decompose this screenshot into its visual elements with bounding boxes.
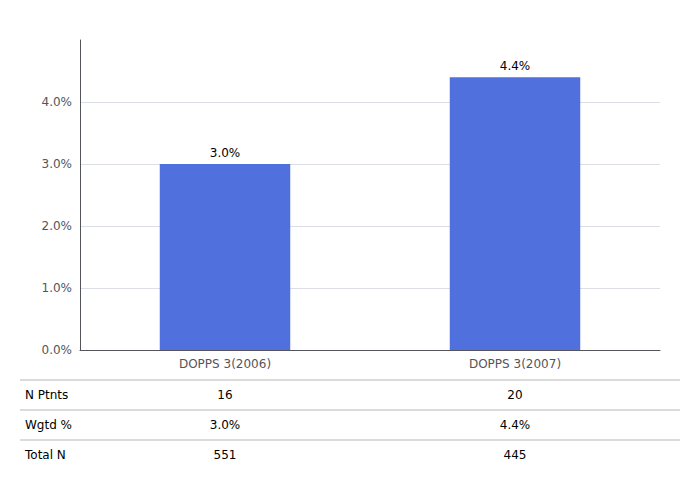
svg-text:0.0%: 0.0% (42, 343, 73, 357)
svg-text:DOPPS 3(2007): DOPPS 3(2007) (469, 357, 561, 371)
svg-text:Total N: Total N (24, 448, 66, 462)
svg-text:3.0%: 3.0% (210, 418, 241, 432)
svg-text:4.4%: 4.4% (500, 59, 531, 73)
svg-text:3.0%: 3.0% (210, 146, 241, 160)
svg-text:4.4%: 4.4% (500, 418, 531, 432)
svg-text:1.0%: 1.0% (42, 281, 73, 295)
svg-text:551: 551 (214, 448, 237, 462)
svg-text:2.0%: 2.0% (42, 219, 73, 233)
svg-text:16: 16 (217, 388, 232, 402)
svg-text:4.0%: 4.0% (42, 95, 73, 109)
svg-text:445: 445 (504, 448, 527, 462)
svg-text:DOPPS 3(2006): DOPPS 3(2006) (179, 357, 271, 371)
svg-text:Wgtd %: Wgtd % (25, 418, 72, 432)
svg-text:3.0%: 3.0% (42, 157, 73, 171)
svg-text:N Ptnts: N Ptnts (25, 388, 68, 402)
svg-text:20: 20 (507, 388, 522, 402)
